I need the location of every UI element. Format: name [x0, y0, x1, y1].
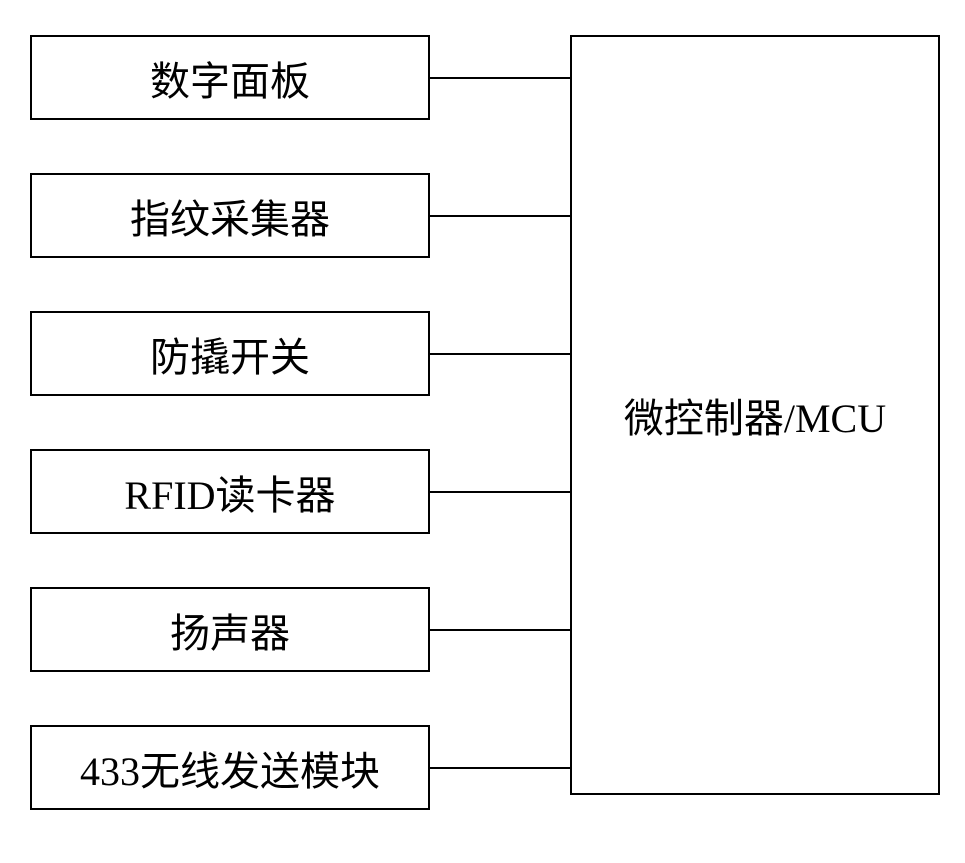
block-digital-panel: 数字面板 — [30, 35, 430, 120]
connector-line — [430, 215, 570, 217]
block-tamper-switch: 防撬开关 — [30, 311, 430, 396]
block-wireless-module: 433无线发送模块 — [30, 725, 430, 810]
block-diagram: 数字面板 指纹采集器 防撬开关 RFID读卡器 扬声器 433无线发送模块 微控… — [30, 15, 940, 845]
connector-line — [430, 491, 570, 493]
connector-line — [430, 77, 570, 79]
connector-line — [430, 767, 570, 769]
block-label: RFID读卡器 — [124, 463, 335, 521]
connector-line — [430, 629, 570, 631]
block-label: 微控制器/MCU — [624, 386, 886, 444]
block-label: 防撬开关 — [150, 325, 310, 383]
block-label: 433无线发送模块 — [80, 739, 380, 797]
block-label: 指纹采集器 — [130, 187, 330, 245]
block-speaker: 扬声器 — [30, 587, 430, 672]
block-label: 数字面板 — [150, 49, 310, 107]
block-label: 扬声器 — [170, 601, 290, 659]
connector-line — [430, 353, 570, 355]
block-fingerprint: 指纹采集器 — [30, 173, 430, 258]
block-rfid-reader: RFID读卡器 — [30, 449, 430, 534]
block-mcu: 微控制器/MCU — [570, 35, 940, 795]
